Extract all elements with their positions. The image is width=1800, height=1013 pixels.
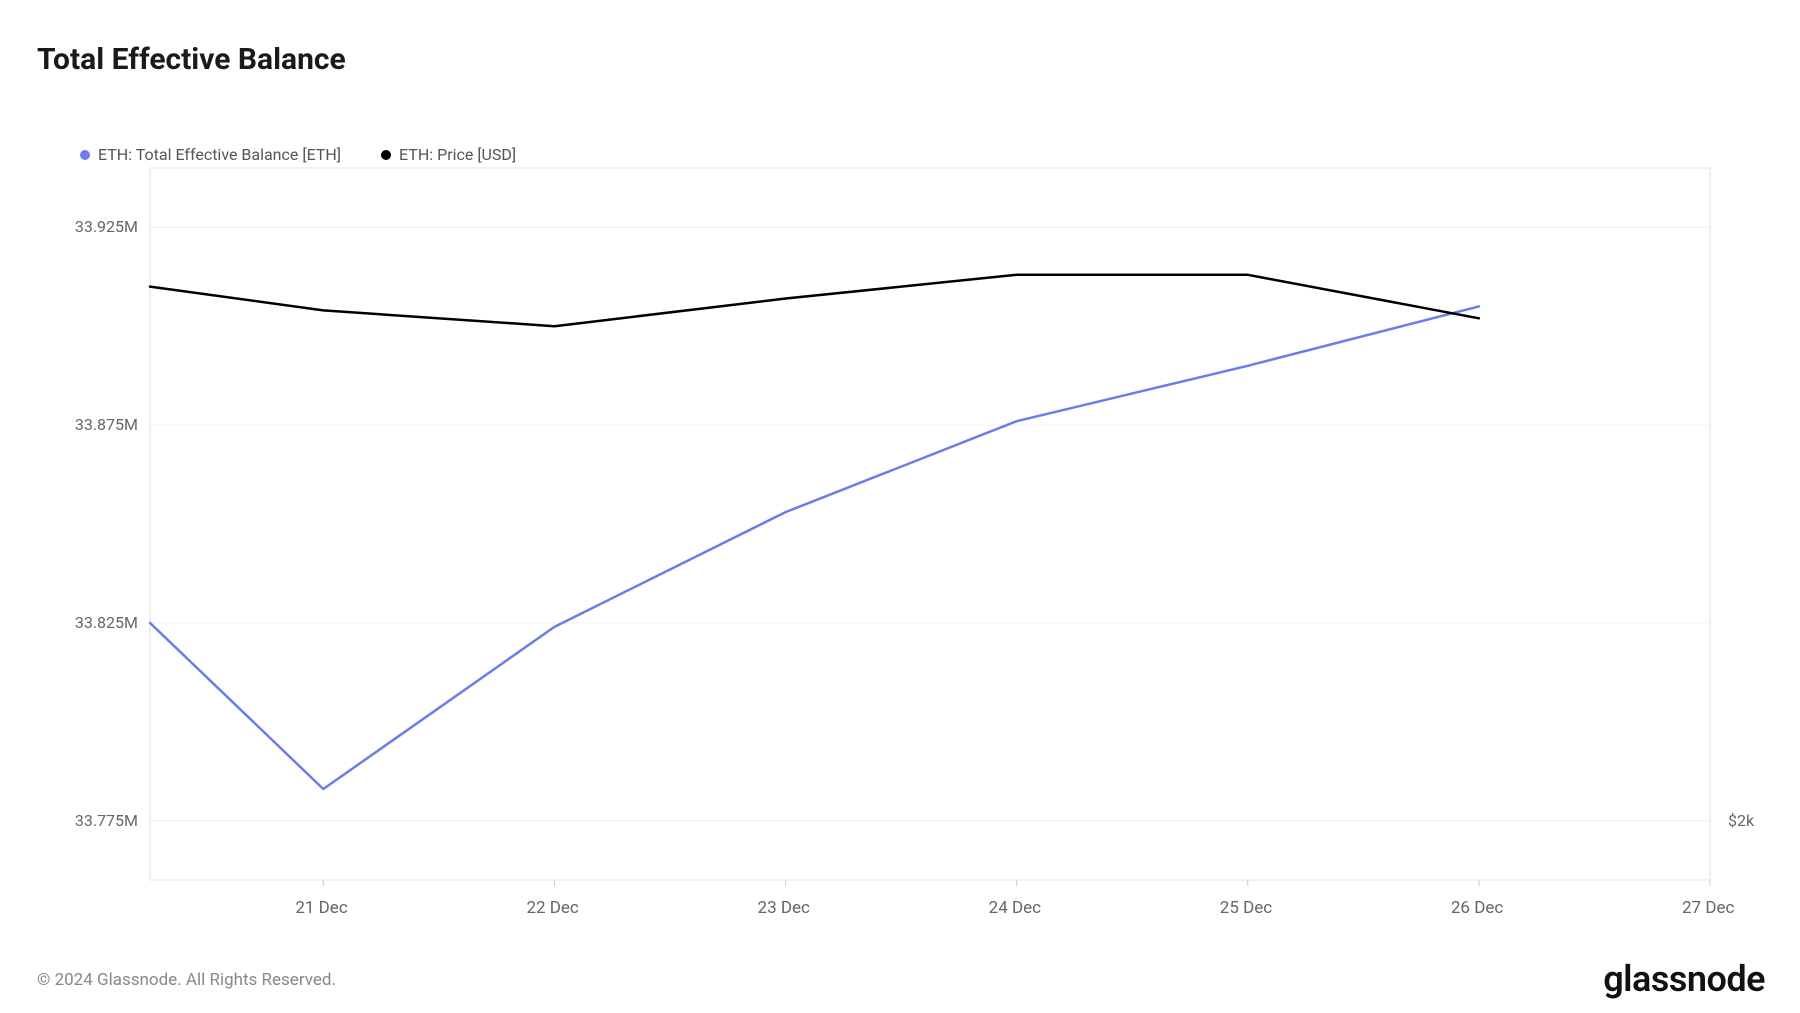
x-tick-label: 24 Dec bbox=[989, 898, 1041, 918]
legend-label: ETH: Total Effective Balance [ETH] bbox=[98, 145, 341, 164]
y-left-tick-label: 33.875M bbox=[75, 415, 138, 434]
x-tick-label: 21 Dec bbox=[295, 898, 347, 918]
legend-item: ETH: Total Effective Balance [ETH] bbox=[80, 145, 341, 164]
legend-item: ETH: Price [USD] bbox=[381, 145, 516, 164]
chart-title: Total Effective Balance bbox=[37, 42, 346, 77]
x-tick-label: 27 Dec bbox=[1682, 898, 1734, 918]
brand-logo: glassnode bbox=[1603, 958, 1765, 1000]
y-right-tick-label: $2k bbox=[1728, 811, 1754, 830]
x-tick-label: 26 Dec bbox=[1451, 898, 1503, 918]
legend-marker bbox=[80, 150, 90, 160]
x-tick-label: 23 Dec bbox=[758, 898, 810, 918]
line-chart-svg bbox=[150, 168, 1710, 880]
chart-area bbox=[150, 168, 1710, 880]
y-left-tick-label: 33.775M bbox=[75, 811, 138, 830]
series-line bbox=[150, 275, 1479, 326]
series-line bbox=[150, 306, 1479, 789]
y-left-tick-label: 33.825M bbox=[75, 613, 138, 632]
x-tick-label: 22 Dec bbox=[526, 898, 578, 918]
x-tick-label: 25 Dec bbox=[1220, 898, 1272, 918]
legend-marker bbox=[381, 150, 391, 160]
legend-label: ETH: Price [USD] bbox=[399, 145, 516, 164]
legend: ETH: Total Effective Balance [ETH] ETH: P… bbox=[80, 145, 516, 164]
y-left-tick-label: 33.925M bbox=[75, 217, 138, 236]
copyright-text: © 2024 Glassnode. All Rights Reserved. bbox=[37, 970, 336, 990]
